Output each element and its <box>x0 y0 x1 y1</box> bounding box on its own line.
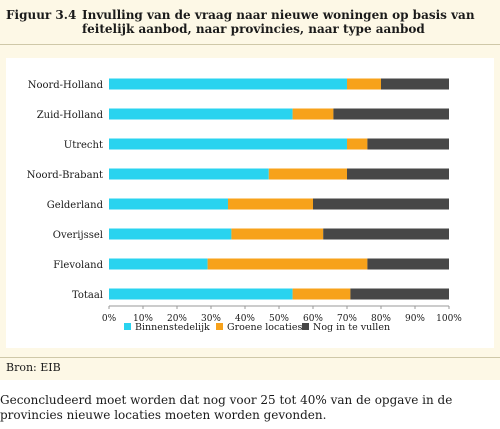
legend-swatch <box>124 323 131 330</box>
category-label: Flevoland <box>53 260 103 271</box>
bar-segment-binnenstedelijk <box>109 228 232 240</box>
bar-segment-groene-locaties <box>347 138 368 150</box>
bar-segment-binnenstedelijk <box>109 78 347 90</box>
bar-segment-groene-locaties <box>231 228 324 240</box>
x-tick-label: 80% <box>371 314 391 324</box>
figure-panel: Figuur 3.4 Invulling van de vraag naar n… <box>0 0 500 380</box>
bar-segment-binnenstedelijk <box>109 258 208 270</box>
bar-segment-binnenstedelijk <box>109 138 347 150</box>
x-tick-label: 100% <box>436 314 462 324</box>
bar-segment-nog-in-te-vullen <box>347 168 449 180</box>
x-tick-label: 70% <box>337 314 357 324</box>
bar-segment-nog-in-te-vullen <box>367 258 449 270</box>
bar-segment-nog-in-te-vullen <box>313 198 449 210</box>
category-label: Utrecht <box>64 140 103 151</box>
legend-label: Binnenstedelijk <box>135 322 210 333</box>
bar-segment-nog-in-te-vullen <box>367 138 449 150</box>
bar-segment-binnenstedelijk <box>109 168 269 180</box>
x-tick-label: 90% <box>405 314 425 324</box>
x-tick-label: 60% <box>303 314 323 324</box>
body-paragraph: Geconcludeerd moet worden dat nog voor 2… <box>0 393 453 422</box>
legend-label: Groene locaties <box>227 322 302 333</box>
bar-segment-groene-locaties <box>228 198 313 210</box>
figure-source: Bron: EIB <box>6 361 61 374</box>
stacked-bar-chart: Noord-Holland Zuid-Holland Utrecht Noord-Br… <box>27 78 462 333</box>
legend-swatch <box>302 323 309 330</box>
bar-segment-binnenstedelijk <box>109 108 293 120</box>
chart-panel: Noord-Holland Zuid-Holland Utrecht Noord-Br… <box>6 58 494 348</box>
figure-label: Figuur 3.4 <box>6 8 77 22</box>
bar-segment-nog-in-te-vullen <box>323 228 449 240</box>
x-tick-label: 50% <box>269 314 289 324</box>
category-label: Totaal <box>72 290 103 301</box>
figure-title: Invulling van de vraag naar nieuwe wonin… <box>82 8 475 36</box>
source-divider <box>0 357 500 358</box>
x-tick-label: 0% <box>102 314 117 324</box>
bar-segment-nog-in-te-vullen <box>350 288 449 300</box>
x-tick-label: 10% <box>133 314 153 324</box>
legend-label: Nog in te vullen <box>313 322 390 333</box>
bar-segment-groene-locaties <box>292 108 334 120</box>
category-label: Noord-Holland <box>28 80 104 91</box>
x-tick-label: 30% <box>201 314 221 324</box>
category-label: Zuid-Holland <box>37 110 104 121</box>
bar-segment-groene-locaties <box>207 258 368 270</box>
bar-segment-nog-in-te-vullen <box>381 78 449 90</box>
bar-segment-binnenstedelijk <box>109 198 228 210</box>
category-label: Overijssel <box>53 230 103 241</box>
bar-segment-groene-locaties <box>268 168 347 180</box>
x-tick-label: 20% <box>167 314 187 324</box>
legend-swatch <box>216 323 223 330</box>
bar-segment-groene-locaties <box>347 78 381 90</box>
header-divider <box>0 44 500 45</box>
category-label: Gelderland <box>47 200 104 211</box>
x-tick-label: 40% <box>235 314 255 324</box>
bar-segment-groene-locaties <box>292 288 351 300</box>
bar-segment-binnenstedelijk <box>109 288 293 300</box>
category-label: Noord-Brabant <box>27 170 103 181</box>
bar-segment-nog-in-te-vullen <box>333 108 449 120</box>
